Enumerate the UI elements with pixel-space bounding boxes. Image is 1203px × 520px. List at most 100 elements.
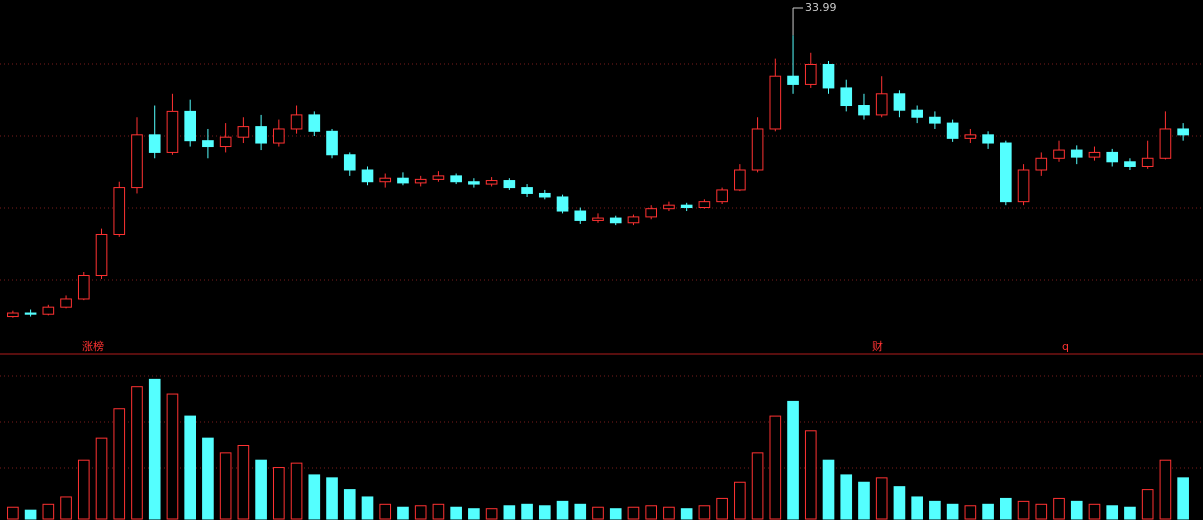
volume-bar: [680, 508, 693, 520]
candle-body: [184, 110, 196, 142]
candle-body: [698, 201, 711, 209]
grid: [0, 63, 1203, 469]
candle-body: [1106, 151, 1119, 163]
candle-body: [1141, 157, 1154, 167]
volume-bar: [468, 508, 480, 520]
volume-bar: [840, 474, 853, 520]
candle-body: [556, 196, 569, 212]
candle-body: [60, 298, 72, 308]
event-marker: 财: [872, 339, 883, 353]
volume-bar: [202, 437, 214, 520]
volume-bar: [1106, 505, 1119, 520]
candle-body: [822, 63, 835, 89]
candle-body: [273, 128, 285, 144]
volume-bar: [1177, 477, 1189, 520]
volume-bar: [7, 506, 19, 520]
volume-bar: [1124, 506, 1136, 520]
volume-bar: [237, 445, 250, 520]
candle-body: [680, 204, 693, 209]
volume-bar: [60, 496, 72, 520]
candle-body: [858, 105, 870, 116]
volume-bar: [964, 505, 977, 520]
volume-bar: [24, 509, 37, 520]
candle-body: [964, 134, 977, 139]
candle-body: [468, 181, 480, 185]
candle-body: [1000, 142, 1012, 203]
volume-bar: [609, 508, 622, 520]
candle-body: [219, 136, 232, 148]
volume-bar: [556, 500, 569, 520]
candle-body: [148, 134, 161, 153]
max-label: 33.99: [805, 1, 837, 14]
candle-body: [1035, 157, 1048, 171]
volume-bar: [361, 496, 374, 520]
volume-bar: [592, 506, 604, 520]
candle-body: [1124, 161, 1136, 167]
volume-bar: [131, 386, 143, 520]
candle-body: [202, 140, 214, 148]
candle-body: [1053, 149, 1065, 159]
candle-body: [77, 275, 90, 300]
candle-body: [503, 180, 516, 189]
volume-bar: [379, 503, 392, 520]
candle-body: [7, 312, 19, 318]
candle-body: [1088, 151, 1101, 158]
candle-body: [840, 87, 853, 107]
volume-bar: [521, 503, 533, 520]
candle-body: [1159, 128, 1172, 159]
event-marker: q: [1062, 340, 1069, 353]
volume-bar: [503, 505, 516, 520]
candle-body: [450, 175, 462, 183]
volume-bar: [113, 408, 126, 520]
candle-body: [716, 189, 728, 203]
volume-bar: [645, 505, 658, 520]
candle-body: [42, 306, 55, 315]
volume-bar: [219, 452, 232, 520]
candle-body: [893, 93, 906, 111]
volume-bar: [734, 481, 746, 520]
volume-bar: [95, 437, 108, 520]
volume-bar: [804, 430, 817, 520]
candle-body: [290, 114, 303, 130]
volume-bar: [1017, 500, 1030, 520]
volume-bar: [450, 506, 462, 520]
candle-body: [343, 154, 356, 171]
volume-bar: [946, 503, 959, 520]
volume-bar: [982, 503, 994, 520]
volume-bar: [929, 500, 941, 520]
candle-body: [326, 130, 338, 156]
volume-bar: [1053, 497, 1065, 520]
volume-bar: [42, 503, 55, 520]
volume-bar: [290, 462, 303, 520]
volume-bar: [1035, 503, 1048, 520]
volume-bar: [1088, 503, 1101, 520]
candle-body: [237, 126, 250, 138]
candle-body: [645, 208, 658, 218]
event-marker: 涨榜: [82, 339, 104, 353]
candle-body: [911, 109, 923, 118]
volume-bar: [769, 415, 782, 520]
candle-body: [166, 110, 179, 153]
volume-bar: [485, 508, 498, 520]
volume-bar: [822, 459, 835, 520]
volume-bar: [787, 400, 799, 520]
candle-body: [734, 169, 746, 191]
volume-bar: [414, 505, 427, 520]
candle-body: [929, 116, 941, 124]
volume-bar: [1070, 500, 1083, 520]
volume-bar: [432, 503, 445, 520]
volume-bar: [893, 486, 906, 520]
volume-bar: [326, 477, 338, 520]
candle-body: [113, 187, 126, 235]
candle-body: [308, 114, 321, 132]
candle-body: [875, 93, 888, 116]
candle-body: [663, 204, 675, 210]
candle-body: [485, 180, 498, 185]
candle-body: [769, 75, 782, 130]
candle-body: [131, 134, 143, 189]
candle-body: [627, 216, 640, 224]
volume-bar: [574, 503, 587, 520]
candle-body: [95, 233, 108, 277]
